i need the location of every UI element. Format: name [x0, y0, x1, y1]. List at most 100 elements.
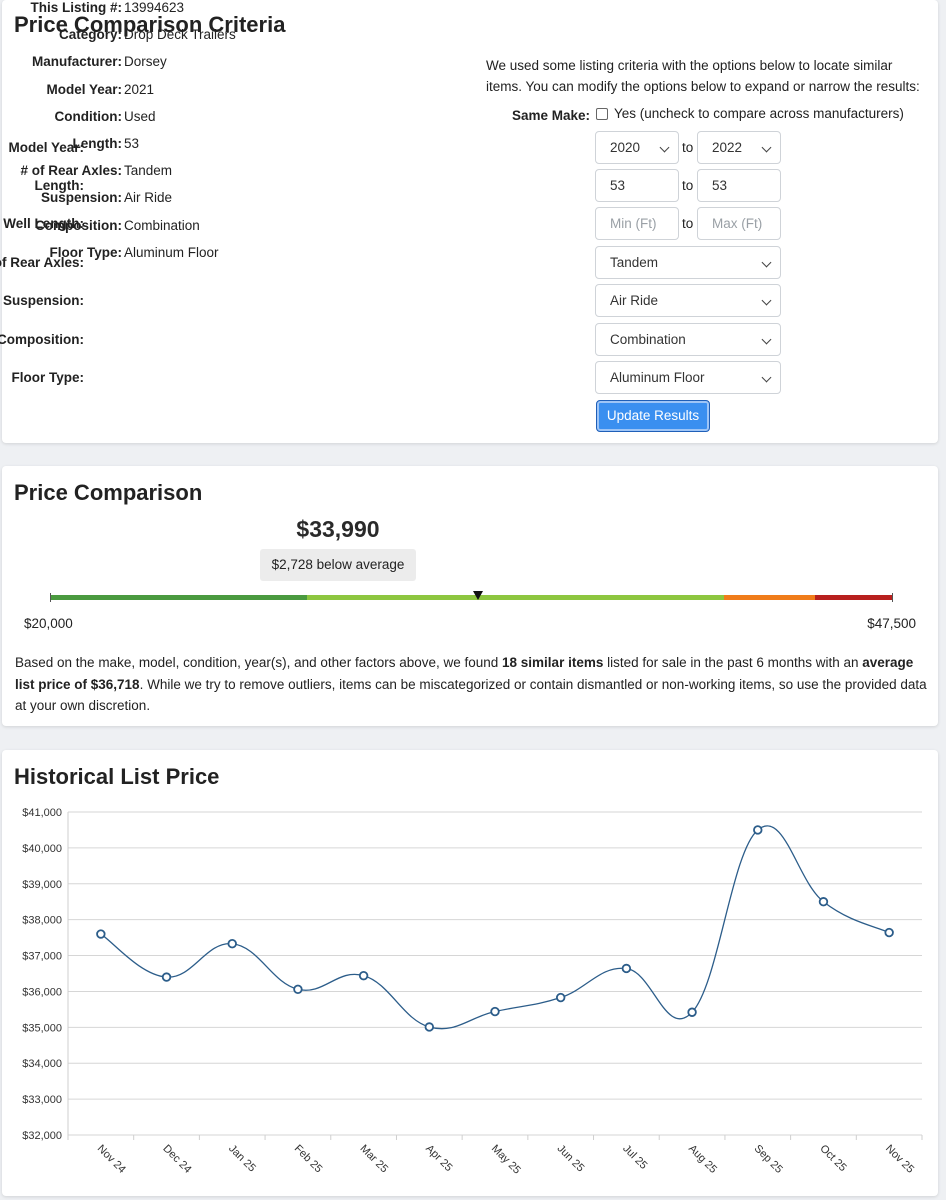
price-data-point: [161, 972, 172, 982]
composition-select[interactable]: Combination: [595, 323, 781, 356]
length-to-value: 53: [712, 178, 728, 193]
model-year-label: Model Year:: [8, 140, 84, 155]
rear-axles-value: Tandem: [610, 255, 659, 270]
summary-part2: listed for sale in the past 6 months wit…: [603, 655, 863, 670]
update-results-button[interactable]: Update Results: [596, 400, 710, 432]
composition-label: Composition:: [0, 332, 84, 347]
spec-row: Length: 53: [2, 136, 140, 156]
well-length-max-input[interactable]: Max (Ft): [697, 207, 781, 240]
x-tick-label: Nov 25: [883, 1143, 916, 1176]
historical-title: Historical List Price: [14, 764, 220, 789]
rear-axles-label: # of Rear Axles:: [0, 255, 84, 270]
x-tick-label: May 25: [489, 1143, 523, 1177]
length-from-input[interactable]: 53: [595, 169, 679, 202]
price-data-point: [358, 970, 369, 981]
price-range-tick: [892, 593, 893, 602]
y-tick-label: $37,000: [22, 951, 62, 963]
price-data-point: [621, 963, 632, 974]
summary-average: average list price of $36,718: [15, 655, 914, 692]
model-year-to-select[interactable]: 2022: [697, 131, 781, 164]
spec-value: 13994623: [124, 0, 185, 15]
spec-row: This Listing #: 13994623: [2, 0, 184, 20]
x-tick-label: Jun 25: [555, 1143, 587, 1175]
price-data-point: [818, 897, 829, 907]
x-tick-label: Mar 25: [357, 1143, 390, 1176]
spec-row: # of Rear Axles: Tandem: [2, 163, 172, 183]
x-tick-label: Jan 25: [226, 1143, 258, 1175]
to-label: to: [682, 140, 694, 155]
rear-axles-select[interactable]: Tandem: [595, 246, 781, 279]
spec-value: Dorsey: [124, 54, 167, 70]
spec-label: Floor Type:: [49, 244, 123, 260]
y-tick-label: $33,000: [22, 1094, 62, 1106]
historical-list-price-card: Historical List Price $32,000 $33,000 $34,…: [2, 750, 938, 1196]
model-year-to-value: 2022: [712, 140, 743, 155]
spec-value: Air Ride: [124, 190, 173, 206]
spec-label: Manufacturer:: [31, 54, 122, 70]
price-range-segment: [815, 595, 892, 600]
x-tick-label: Sep 25: [752, 1143, 785, 1176]
composition-value: Combination: [610, 332, 686, 347]
spec-row: Model Year: 2021: [2, 82, 154, 102]
suspension-value: Air Ride: [610, 293, 659, 308]
model-year-from-select[interactable]: 2020: [595, 131, 679, 164]
price-range-segment: [50, 595, 308, 600]
same-make-checkbox-label[interactable]: Yes (uncheck to compare across manufactu…: [614, 106, 904, 121]
suspension-select[interactable]: Air Ride: [595, 284, 781, 317]
price-data-point: [753, 825, 763, 835]
spec-label: This Listing #:: [30, 0, 122, 15]
chevron-down-icon: [761, 142, 772, 153]
price-data-point: [424, 1022, 435, 1032]
y-tick-label: $41,000: [22, 807, 62, 819]
price-comparison-criteria-card: Price Comparison Criteria This Listing #…: [0, 0, 938, 443]
price-data-point: [293, 984, 303, 994]
spec-label: Composition:: [35, 217, 122, 233]
listing-price: $33,990: [296, 516, 380, 542]
criteria-intro: We used some listing criteria with the o…: [486, 58, 920, 94]
price-series-line: [100, 825, 890, 1030]
y-tick-label: $34,000: [22, 1058, 62, 1070]
range-max-label: $47,500: [867, 616, 916, 631]
spec-label: Condition:: [54, 108, 122, 124]
spec-row: Suspension: Air Ride: [2, 190, 172, 210]
length-to-input[interactable]: 53: [697, 169, 781, 202]
spec-value: Drop Deck Trailers: [124, 27, 236, 43]
chevron-down-icon: [761, 257, 772, 268]
spec-value: 53: [124, 136, 140, 151]
chevron-down-icon: [761, 334, 772, 345]
summary-part3: . While we try to remove outliers, items…: [15, 676, 927, 714]
historical-price-chart: $32,000 $33,000 $34,000 $35,000 $36,000 $37,0…: [22, 807, 923, 1177]
to-label: to: [682, 216, 694, 231]
y-tick-label: $40,000: [22, 843, 62, 855]
spec-label: # of Rear Axles:: [20, 163, 122, 179]
same-make-checkbox[interactable]: [596, 108, 608, 120]
price-range-segment: [307, 595, 562, 600]
length-from-value: 53: [610, 178, 626, 193]
chevron-down-icon: [761, 295, 772, 306]
spec-value: 2021: [124, 81, 155, 97]
spec-row: Composition: Combination: [2, 217, 200, 238]
x-tick-label: Dec 24: [160, 1143, 193, 1176]
x-tick-label: Nov 24: [95, 1143, 128, 1176]
x-tick-label: Jul 25: [620, 1143, 649, 1172]
price-data-point: [227, 939, 237, 949]
spec-label: Length:: [72, 136, 123, 151]
spec-row: Manufacturer: Dorsey: [2, 54, 167, 74]
price-summary-text: Based on the make, model, condition, yea…: [15, 652, 927, 717]
summary-count: 18 similar items: [502, 655, 604, 670]
well-length-label: Well Length:: [3, 216, 84, 231]
spec-row: Floor Type: Aluminum Floor: [2, 244, 219, 265]
spec-row: Category: Drop Deck Trailers: [2, 27, 236, 47]
x-tick-label: Aug 25: [686, 1143, 719, 1176]
spec-value: Used: [124, 108, 156, 124]
well-length-min-input[interactable]: Min (Ft): [595, 207, 679, 240]
spec-value: Aluminum Floor: [124, 244, 219, 260]
x-tick-label: Feb 25: [292, 1143, 325, 1176]
x-tick-label: Apr 25: [423, 1143, 454, 1174]
same-make-label: Same Make:: [511, 108, 590, 123]
length-label: Length:: [34, 178, 85, 193]
y-tick-label: $39,000: [22, 879, 62, 891]
criteria-title: Price Comparison Criteria: [14, 12, 286, 37]
chevron-down-icon: [761, 372, 772, 383]
floor-type-select[interactable]: Aluminum Floor: [595, 361, 781, 394]
